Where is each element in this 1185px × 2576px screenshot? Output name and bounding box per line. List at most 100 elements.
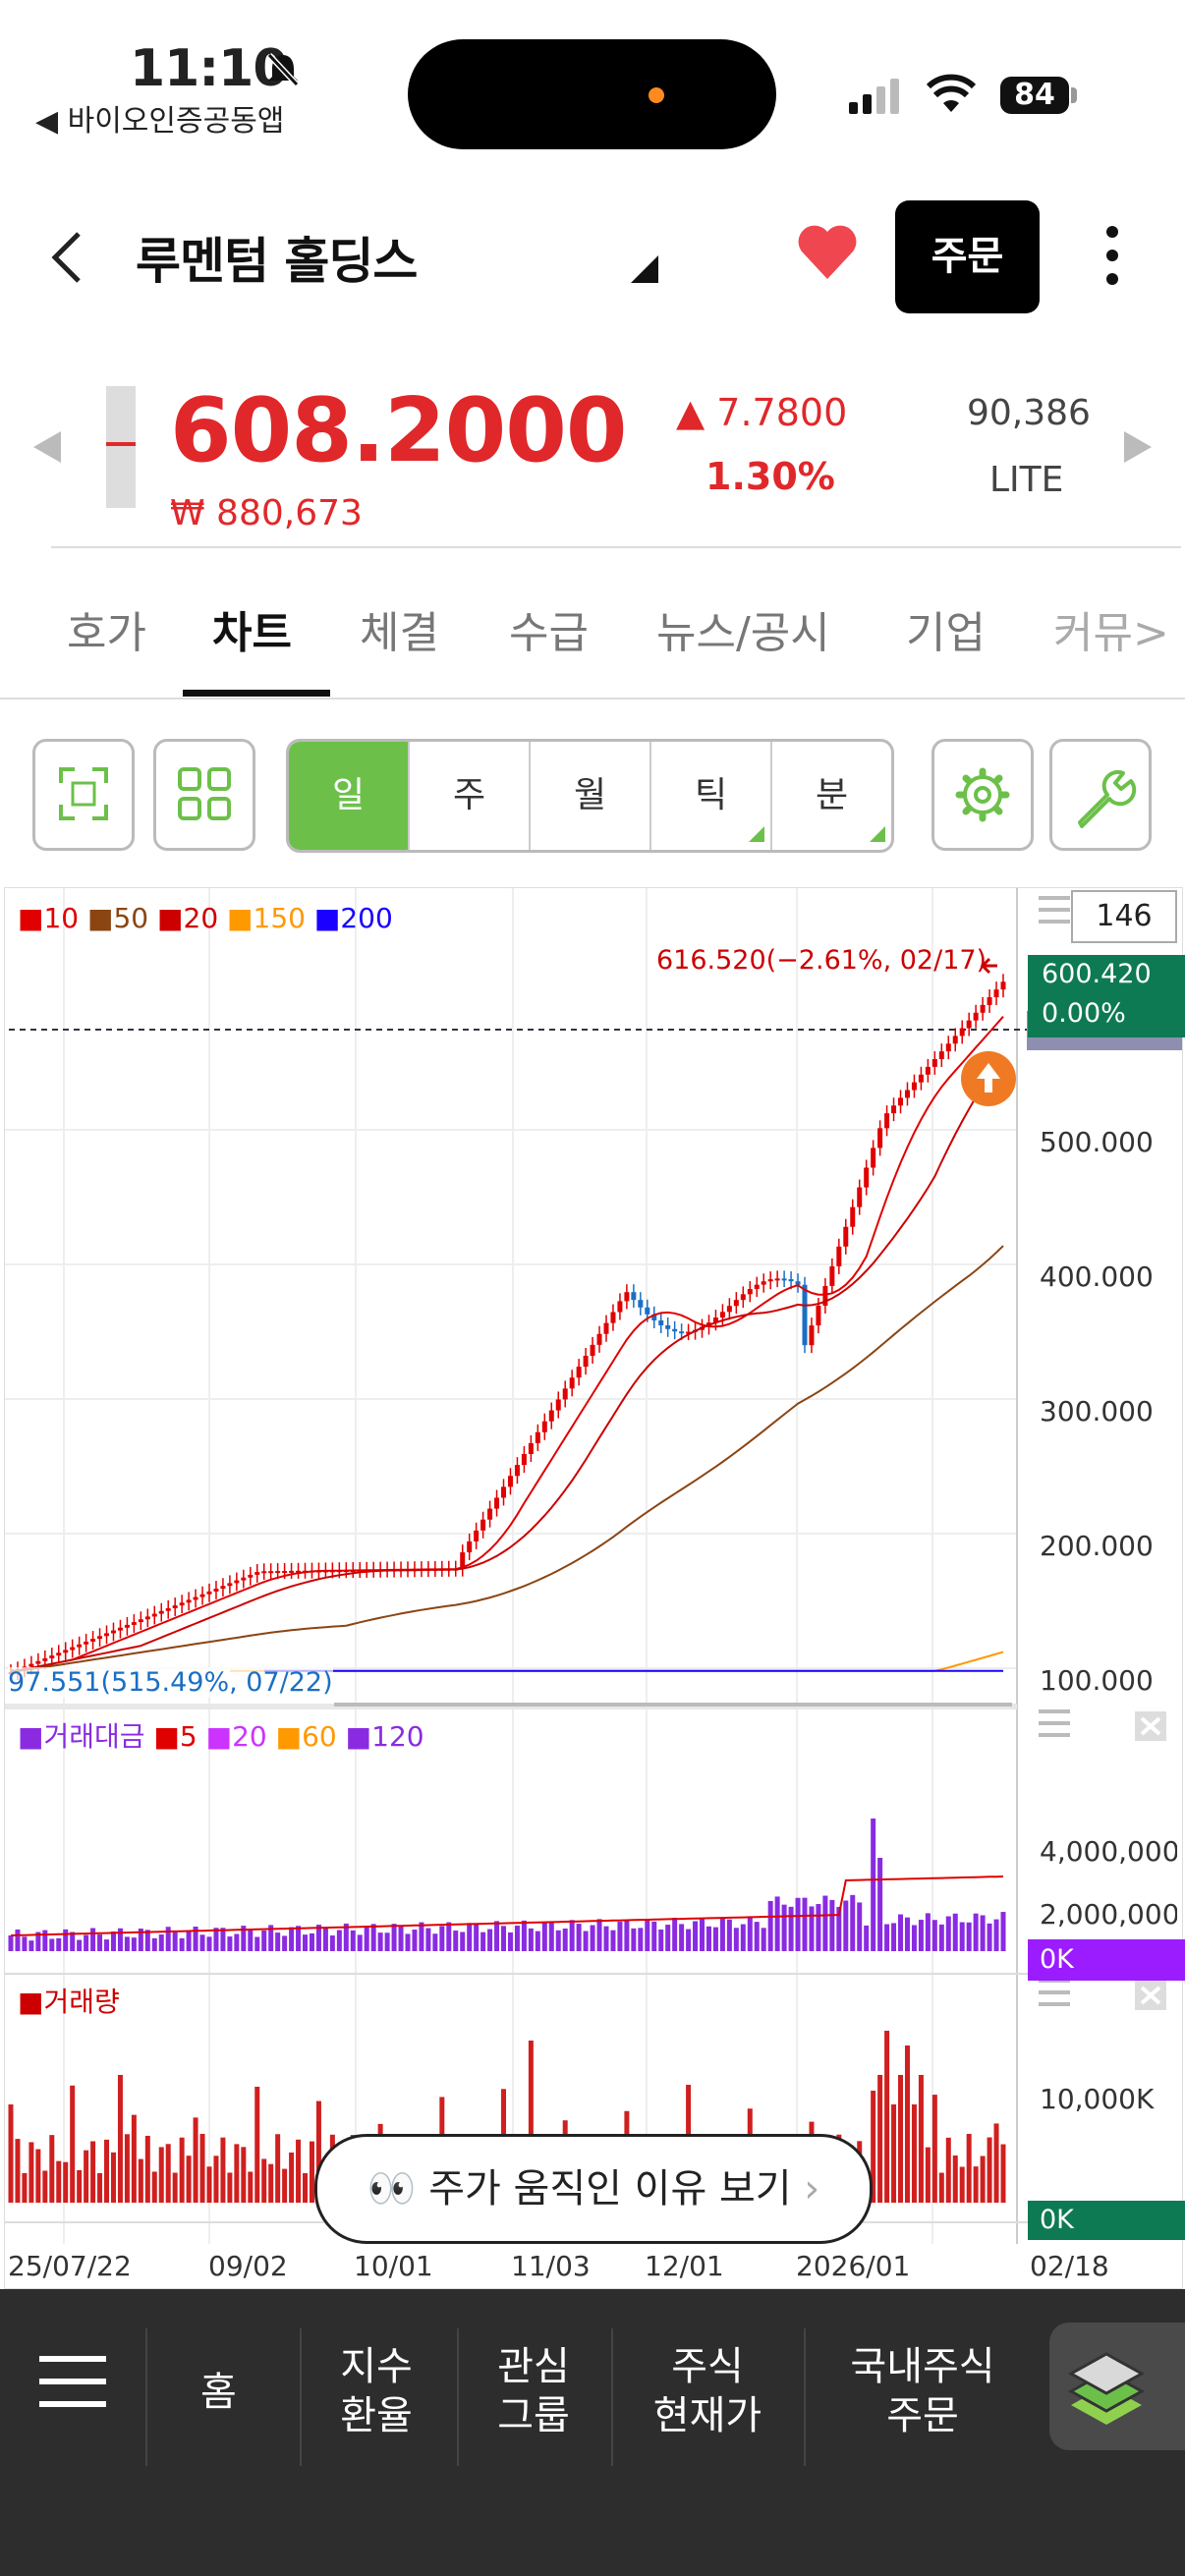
candle (28, 1663, 34, 1667)
silent-bell-icon (266, 52, 300, 87)
amount-bar (193, 1927, 198, 1951)
amount-bar (747, 1916, 753, 1951)
amount-bar (719, 1918, 725, 1951)
candle (179, 1602, 185, 1606)
hamburger-menu-icon[interactable] (37, 2352, 108, 2411)
volume-bar (241, 2147, 247, 2203)
candle (679, 1331, 685, 1334)
chart-settings-button[interactable] (931, 739, 1034, 851)
candle (651, 1314, 657, 1320)
volume-bar (186, 2156, 192, 2203)
volume-bar (1000, 2144, 1006, 2203)
back-arrow-icon[interactable] (47, 228, 86, 287)
panel-scroll-handle (334, 1703, 1012, 1707)
candle (117, 1627, 123, 1631)
tab-chart[interactable]: 차트 (212, 608, 292, 658)
tab-company[interactable]: 기업 (906, 608, 986, 658)
tick-dropdown-marker (749, 826, 764, 842)
candle (898, 1097, 904, 1106)
ma-legend: ■10 ■50 ■20 ■150 ■200 (18, 902, 393, 934)
nav-stock-label-2: 현재가 (652, 2393, 762, 2438)
amount-bar (234, 1933, 240, 1951)
volume-bar (144, 2135, 150, 2203)
status-time: 11:10 (130, 39, 289, 98)
amount-bar (562, 1928, 568, 1951)
camera-indicator-dot (649, 87, 664, 103)
tab-supply[interactable]: 수급 (509, 608, 589, 658)
period-month[interactable]: 월 (531, 742, 651, 850)
intraday-range-bar (106, 386, 136, 508)
amount-bar (186, 1931, 192, 1951)
back-to-app-link[interactable]: ◀ 바이오인증공동앱 (35, 104, 285, 139)
amount-bar (891, 1923, 897, 1951)
amount-bar (850, 1894, 856, 1951)
amount-bar (576, 1924, 582, 1951)
volume-bar (151, 2171, 157, 2203)
period-tick[interactable]: 틱 (651, 742, 772, 850)
up-arrow-icon (977, 1063, 1000, 1092)
volume-bar (275, 2134, 281, 2203)
nav-watchlist[interactable]: 관심 그룹 (489, 2342, 578, 2440)
amount-bar (501, 1926, 507, 1951)
order-button[interactable]: 주문 (895, 200, 1040, 313)
nav-domestic-order[interactable]: 국내주식 주문 (839, 2342, 1006, 2440)
amount-bar (97, 1934, 103, 1951)
amount-bar (425, 1928, 431, 1951)
amount-bar (603, 1926, 609, 1951)
volume-bar (56, 2160, 62, 2203)
candle (97, 1636, 103, 1640)
candle (474, 1530, 480, 1541)
dropdown-corner-icon[interactable] (629, 253, 660, 285)
candle (596, 1333, 602, 1345)
candle (467, 1540, 473, 1553)
nav-domestic-label-1: 국내주식 (850, 2344, 995, 2389)
chart-tools-button[interactable] (1049, 739, 1152, 851)
candle (993, 989, 999, 998)
prev-stock-icon[interactable] (29, 427, 63, 467)
nav-home[interactable]: 홈 (200, 2370, 237, 2415)
price-reason-button[interactable]: 👀 주가 움직인 이유 보기 › (314, 2134, 873, 2244)
amount-bar (931, 1920, 937, 1951)
candle (871, 1148, 876, 1168)
nav-stock-current[interactable]: 주식 현재가 (649, 2342, 766, 2440)
volume-bar (15, 2139, 21, 2203)
candle (931, 1059, 937, 1067)
period-minute-label: 분 (815, 775, 849, 815)
amount-bar (289, 1927, 295, 1951)
amount-bar (987, 1923, 992, 1951)
x-tick-0722: 25/07/22 (8, 2250, 132, 2282)
nav-index-exchange[interactable]: 지수 환율 (332, 2342, 421, 2440)
ma-legend-150: 150 (253, 902, 306, 934)
stock-chart[interactable] (4, 887, 1183, 2289)
heart-icon[interactable] (796, 224, 859, 281)
candle (254, 1572, 260, 1575)
next-stock-icon[interactable] (1122, 427, 1156, 467)
amount-bar (220, 1928, 226, 1951)
tab-community[interactable]: 커뮤> (1053, 608, 1169, 658)
period-day[interactable]: 일 (289, 742, 410, 850)
candle-count-box[interactable]: 146 (1071, 890, 1177, 943)
layout-grid-button[interactable] (153, 739, 255, 851)
volume-bar (966, 2134, 972, 2203)
amount-bar (761, 1928, 766, 1951)
period-week[interactable]: 주 (410, 742, 531, 850)
period-minute[interactable]: 분 (772, 742, 891, 850)
tab-trades[interactable]: 체결 (360, 608, 439, 658)
candle (282, 1571, 288, 1574)
tab-news[interactable]: 뉴스/공시 (656, 608, 830, 658)
chart-canvas (5, 888, 1182, 2244)
volume-bar (528, 2041, 534, 2203)
amount-bar (70, 1932, 76, 1951)
layers-button[interactable] (1049, 2323, 1185, 2450)
amount-bar (151, 1937, 157, 1951)
fullscreen-button[interactable] (32, 739, 135, 851)
wrench-icon (1078, 769, 1137, 828)
tab-hoga[interactable]: 호가 (67, 608, 146, 658)
candle (816, 1306, 821, 1326)
volume-bar (104, 2139, 110, 2203)
divider (51, 546, 1181, 548)
more-menu-icon[interactable] (1100, 224, 1124, 287)
candle (555, 1399, 561, 1411)
candle (884, 1113, 890, 1129)
candle (712, 1317, 718, 1323)
